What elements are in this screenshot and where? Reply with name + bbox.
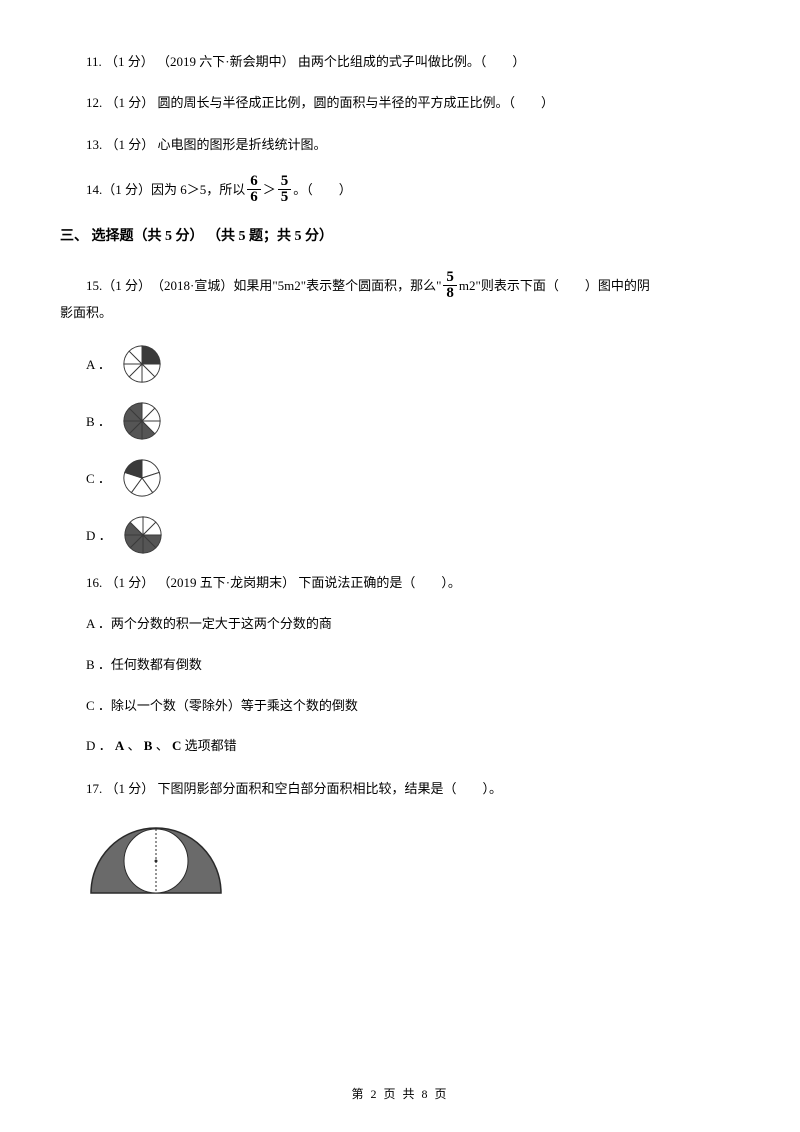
q-points: （1 分） xyxy=(102,274,151,297)
option-c: C ． xyxy=(86,457,740,499)
opt-d-a: A xyxy=(115,738,124,753)
option-label: D ． xyxy=(86,525,112,544)
pie-icon-a xyxy=(121,343,163,385)
q-text: 由两个比组成的式子叫做比例。（ ） xyxy=(298,54,526,69)
opt-prefix: D ． xyxy=(86,738,112,753)
semicircle-icon xyxy=(86,821,226,901)
q-source: （2019 六下·新会期中） xyxy=(157,54,295,69)
q-text-after: 。（ ） xyxy=(293,178,352,201)
question-14: 14. （1 分） 因为 6＞5，所以 6 6 ＞ 5 5 。（ ） xyxy=(86,174,740,205)
q-num: 17. xyxy=(86,781,102,796)
q-points: （1 分） xyxy=(105,54,154,69)
question-13: 13. （1 分） 心电图的图形是折线统计图。 xyxy=(60,133,740,156)
option-label: A ． xyxy=(86,354,111,373)
section-3-title: 三、 选择题（共 5 分） （共 5 题；共 5 分） xyxy=(60,225,740,245)
fraction-5-5: 5 5 xyxy=(278,174,292,205)
q-points: （1 分） xyxy=(106,781,155,796)
q-num: 16. xyxy=(86,575,102,590)
fraction-5-8: 5 8 xyxy=(443,270,457,301)
q-num: 14. xyxy=(86,178,102,201)
question-15: 15. （1 分） （2018·宣城） 如果用"5m2"表示整个圆面积，那么" … xyxy=(60,270,740,324)
option-label: C ． xyxy=(86,468,111,487)
q-num: 15. xyxy=(86,274,102,297)
q-points: （1 分） xyxy=(102,178,151,201)
q-points: （1 分） xyxy=(106,95,155,110)
option-a: A ． xyxy=(86,343,740,385)
opt-sep: 、 xyxy=(156,738,172,753)
question-11: 11. （1 分） （2019 六下·新会期中） 由两个比组成的式子叫做比例。（… xyxy=(60,50,740,73)
q-text-before: 如果用"5m2"表示整个圆面积，那么" xyxy=(233,274,441,297)
q16-option-c: C ．除以一个数（零除外）等于乘这个数的倒数 xyxy=(86,696,740,717)
q-num: 11. xyxy=(86,54,102,69)
question-17: 17. （1 分） 下图阴影部分面积和空白部分面积相比较，结果是（ ）。 xyxy=(60,777,740,800)
q-text-after: m2"则表示下面（ ）图中的阴 xyxy=(459,274,650,297)
page-footer: 第 2 页 共 8 页 xyxy=(0,1085,800,1102)
opt-sep: 、 xyxy=(128,738,144,753)
q-text: 下面说法正确的是（ ）。 xyxy=(298,575,461,590)
q-text: 心电图的图形是折线统计图。 xyxy=(158,137,327,152)
fraction-6-6: 6 6 xyxy=(247,174,261,205)
q16-option-a: A ．两个分数的积一定大于这两个分数的商 xyxy=(86,614,740,635)
opt-suffix: 选项都错 xyxy=(185,738,237,753)
q-text-before: 因为 6＞5，所以 xyxy=(151,178,245,201)
opt-d-c: C xyxy=(172,738,181,753)
q-points: （1 分） xyxy=(106,137,155,152)
q-source: （2019 五下·龙岗期末） xyxy=(158,575,296,590)
pie-icon-d xyxy=(122,514,164,556)
q-num: 13. xyxy=(86,137,102,152)
q-points: （1 分） xyxy=(106,575,155,590)
q-text-line2: 影面积。 xyxy=(60,301,740,324)
q-source: （2018·宣城） xyxy=(151,274,233,297)
q-num: 12. xyxy=(86,95,102,110)
q16-option-b: B ．任何数都有倒数 xyxy=(86,655,740,676)
q-text: 圆的周长与半径成正比例，圆的面积与半径的平方成正比例。（ ） xyxy=(158,95,555,110)
pie-icon-b xyxy=(121,400,163,442)
question-16: 16. （1 分） （2019 五下·龙岗期末） 下面说法正确的是（ ）。 xyxy=(60,571,740,594)
q-text: 下图阴影部分面积和空白部分面积相比较，结果是（ ）。 xyxy=(158,781,503,796)
q16-option-d: D ． A 、 B 、 C 选项都错 xyxy=(86,736,740,757)
option-label: B ． xyxy=(86,411,111,430)
question-12: 12. （1 分） 圆的周长与半径成正比例，圆的面积与半径的平方成正比例。（ ） xyxy=(60,91,740,114)
pie-icon-c xyxy=(121,457,163,499)
gt-sign: ＞ xyxy=(263,178,276,201)
option-d: D ． xyxy=(86,514,740,556)
option-b: B ． xyxy=(86,400,740,442)
semicircle-diagram xyxy=(86,821,740,905)
opt-d-b: B xyxy=(144,738,153,753)
